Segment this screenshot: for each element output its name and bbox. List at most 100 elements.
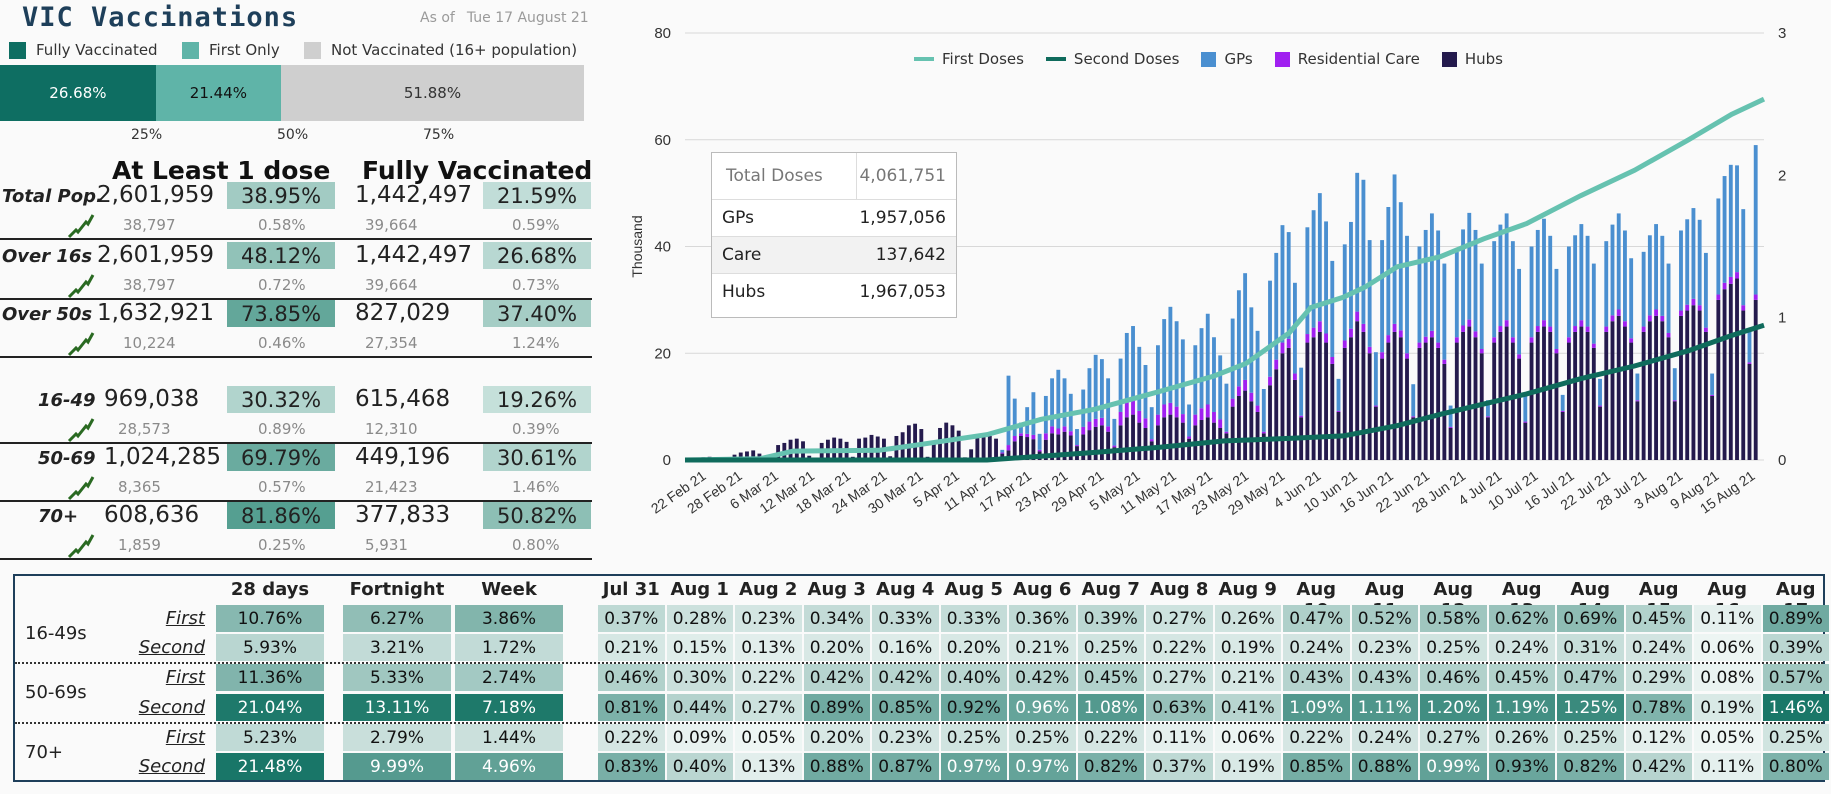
bar-hubs (1398, 337, 1403, 460)
bar-care (1205, 404, 1210, 418)
bar-care (1392, 323, 1397, 332)
rate-cell: 1.44% (455, 724, 563, 751)
row-dose2-new: 27,354 (365, 334, 418, 352)
tick-50: 50% (277, 127, 309, 143)
rate-cell: 3.21% (343, 634, 451, 661)
bar-gps (1367, 240, 1372, 347)
row-dose2-pct: 50.82% (483, 502, 591, 529)
rate-cell: 0.26% (1214, 605, 1281, 632)
bar-care (1261, 431, 1266, 434)
bar-hubs (956, 430, 961, 460)
bar-gps (1199, 328, 1204, 409)
rate-cell: 0.41% (1214, 694, 1281, 721)
bar-gps (1722, 176, 1727, 283)
rate-cell: 0.20% (803, 724, 870, 751)
group-label: 70+ (25, 742, 63, 763)
row-dose2-new: 21,423 (365, 478, 418, 496)
trend-up-icon (67, 476, 95, 501)
bar-hubs (1728, 283, 1733, 460)
bar-care (1230, 398, 1235, 407)
bar-hubs (1529, 342, 1534, 460)
rate-cell: 21.04% (216, 694, 324, 721)
rate-cell: 0.12% (1625, 724, 1692, 751)
rate-cell: 0.37% (598, 605, 665, 632)
bar-care (1236, 386, 1241, 396)
rate-cell: 0.08% (1694, 664, 1761, 691)
bar-gps (1280, 225, 1285, 343)
bar-gps (1156, 345, 1160, 415)
bar-care (1654, 309, 1659, 316)
bar-hubs (1261, 433, 1266, 460)
rate-cell: 0.88% (1351, 753, 1418, 780)
bar-hubs (1560, 411, 1565, 460)
bar-care (1280, 342, 1285, 354)
bar-hubs (1735, 278, 1739, 460)
rate-cell: 0.92% (940, 694, 1007, 721)
bar-gps (1031, 392, 1036, 435)
bar-hubs (1591, 347, 1596, 460)
bar-gps (1131, 326, 1135, 401)
bar-care (1741, 305, 1746, 311)
bar-care (1342, 340, 1347, 348)
y2-tick-label: 1 (1778, 310, 1786, 327)
rate-cell: 13.11% (343, 694, 451, 721)
bar-gps (1429, 213, 1434, 331)
bar-hubs (1411, 417, 1416, 460)
row-dose2-pct: 21.59% (483, 182, 591, 209)
row-dose1-pct: 73.85% (227, 300, 335, 327)
bar-care (1411, 416, 1416, 418)
bar-hubs (1380, 358, 1385, 460)
bar-care (1118, 411, 1123, 426)
bar-gps (1187, 404, 1192, 437)
bar-gps (1006, 375, 1011, 446)
rate-cell: 0.11% (1694, 605, 1761, 632)
rate-cell: 0.43% (1283, 664, 1350, 691)
rate-cell: 0.69% (1557, 605, 1624, 632)
bar-care (1162, 404, 1167, 418)
bar-gps (1012, 398, 1017, 436)
row-dose2-new: 39,664 (365, 276, 418, 294)
bar-care (1355, 311, 1360, 322)
bar-care (1629, 338, 1634, 343)
bar-gps (1311, 210, 1316, 328)
rate-cell: 0.45% (1488, 664, 1555, 691)
bar-gps (1081, 389, 1086, 427)
bar-hubs (1573, 331, 1578, 460)
bar-gps (1162, 319, 1167, 405)
bar-hubs (1224, 433, 1229, 460)
as-of-date: Tue 17 August 21 (466, 10, 589, 26)
legend-gps-label: GPs (1224, 50, 1253, 68)
bar-gps (1243, 273, 1248, 380)
bar-hubs (994, 438, 998, 460)
y-tick-label: 80 (654, 25, 671, 42)
bar-care (1317, 321, 1322, 332)
row-dose1-new: 38,797 (123, 276, 176, 294)
row-dose1-newpct: 0.58% (258, 216, 306, 234)
rate-cell: 0.45% (1077, 664, 1144, 691)
col-header: Aug 3 (807, 579, 866, 600)
bar-care (1666, 332, 1671, 338)
row-divider (0, 500, 592, 502)
bar-gps (1610, 224, 1615, 316)
col-header: Aug 9 (1218, 579, 1277, 600)
bar-care (1349, 328, 1353, 338)
first-line-icon (914, 57, 934, 61)
bar-care (1486, 416, 1490, 418)
bar-hubs (1473, 337, 1478, 460)
row-dose2-newpct: 0.80% (512, 536, 560, 554)
bar-hubs (1548, 331, 1553, 460)
rate-cell: 0.06% (1214, 724, 1281, 751)
row-dose2-newpct: 1.24% (512, 334, 560, 352)
total-doses-value: 4,061,751 (856, 153, 956, 199)
bar-care (1093, 418, 1098, 427)
bar-care (1510, 337, 1515, 343)
rate-cell: 0.25% (1420, 634, 1487, 661)
bar-hubs (1249, 401, 1254, 460)
col-header: Aug 2 (739, 579, 798, 600)
rate-cell: 0.85% (872, 694, 939, 721)
bar-gps (1392, 174, 1397, 324)
bar-gps (1691, 208, 1696, 299)
row-label: Over 16s (2, 246, 93, 267)
bar-hubs (1062, 431, 1067, 460)
bar-hubs (1454, 342, 1459, 460)
